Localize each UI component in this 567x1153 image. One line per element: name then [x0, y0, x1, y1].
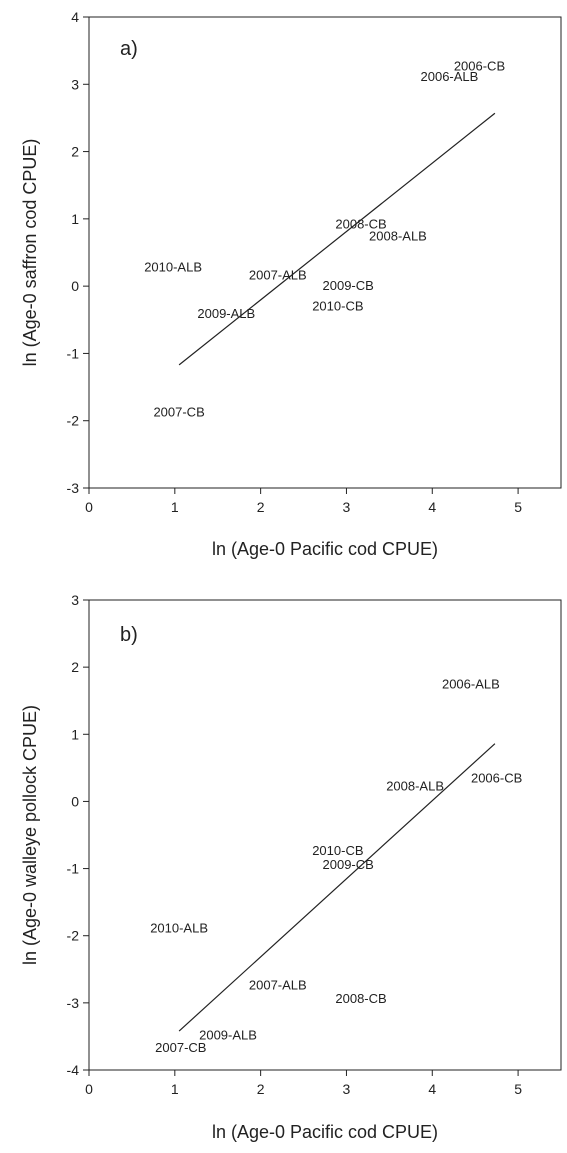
point-label: 2008-ALB: [386, 778, 444, 793]
panel-label: a): [120, 38, 138, 60]
point-label: 2009-CB: [323, 278, 374, 293]
y-axis-title: ln (Age-0 saffron cod CPUE): [20, 139, 40, 367]
point-label: 2010-CB: [312, 843, 363, 858]
point-label: 2007-CB: [155, 1040, 206, 1055]
point-label: 2009-CB: [323, 857, 374, 872]
x-tick-label: 0: [85, 1081, 93, 1097]
panel-label: b): [120, 624, 138, 646]
y-tick-label: -1: [67, 345, 80, 361]
y-tick-label: -2: [67, 928, 80, 944]
point-label: 2008-CB: [335, 217, 386, 232]
y-axis-title: ln (Age-0 walleye pollock CPUE): [20, 705, 40, 965]
point-label: 2008-ALB: [369, 229, 427, 244]
point-label: 2007-ALB: [249, 268, 307, 283]
panel-b: 0 1 2 3 4 5 -4 -3 -2 -1 0 1 2 3 ln (Age-0 Pacific cod …: [20, 592, 562, 1142]
y-tick-label: 0: [71, 278, 79, 294]
point-label: 2007-CB: [153, 404, 204, 419]
y-tick-label: 2: [71, 144, 79, 160]
y-tick-label: 4: [71, 9, 79, 25]
x-tick-label: 2: [257, 499, 265, 515]
point-label: 2010-ALB: [144, 260, 202, 275]
point-label: 2008-CB: [335, 991, 386, 1006]
y-tick-label: 3: [71, 76, 79, 92]
point-label: 2006-CB: [471, 770, 522, 785]
y-tick-label: 0: [71, 793, 79, 809]
y-tick-label: 1: [71, 726, 79, 742]
x-tick-label: 4: [428, 499, 436, 515]
point-label: 2006-CB: [454, 58, 505, 73]
y-tick-label: -3: [67, 480, 80, 496]
point-label: 2009-ALB: [197, 306, 255, 321]
y-tick-label: -2: [67, 413, 80, 429]
x-axis-title: ln (Age-0 Pacific cod CPUE): [212, 1122, 438, 1142]
point-label: 2010-CB: [312, 299, 363, 314]
x-tick-label: 5: [514, 499, 522, 515]
point-label: 2010-ALB: [150, 921, 208, 936]
x-tick-label: 0: [85, 499, 93, 515]
regression-line: [178, 112, 496, 366]
y-tick-label: 1: [71, 211, 79, 227]
y-tick-label: -3: [67, 995, 80, 1011]
plot-frame: [88, 16, 562, 489]
regression-line: [178, 743, 496, 1032]
point-label: 2006-ALB: [442, 676, 500, 691]
x-tick-label: 2: [257, 1081, 265, 1097]
point-label: 2009-ALB: [199, 1027, 257, 1042]
x-tick-label: 1: [171, 1081, 179, 1097]
y-tick-label: -4: [67, 1062, 80, 1078]
point-label: 2007-ALB: [249, 978, 307, 993]
y-tick-label: -1: [67, 861, 80, 877]
x-tick-label: 3: [343, 499, 351, 515]
panel-a: 0 1 2 3 4 5 -3 -2 -1 0 1 2 3 4 ln (Age-0 Pacific cod C…: [20, 9, 562, 559]
x-tick-label: 1: [171, 499, 179, 515]
y-tick-label: 2: [71, 659, 79, 675]
plot-frame: [88, 599, 562, 1071]
point-label: 2006-ALB: [421, 69, 479, 84]
x-tick-label: 5: [514, 1081, 522, 1097]
y-tick-label: 3: [71, 592, 79, 608]
x-tick-label: 3: [343, 1081, 351, 1097]
x-tick-label: 4: [428, 1081, 436, 1097]
x-axis-title: ln (Age-0 Pacific cod CPUE): [212, 539, 438, 559]
